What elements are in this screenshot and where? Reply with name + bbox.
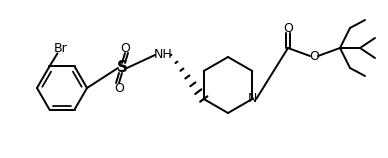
Text: S: S (116, 61, 128, 76)
Text: O: O (309, 49, 319, 63)
Text: NH: NH (154, 49, 172, 61)
Text: N: N (248, 92, 257, 106)
Text: O: O (283, 21, 293, 34)
Text: Br: Br (54, 42, 68, 55)
Text: O: O (114, 82, 124, 94)
Text: O: O (120, 42, 130, 55)
